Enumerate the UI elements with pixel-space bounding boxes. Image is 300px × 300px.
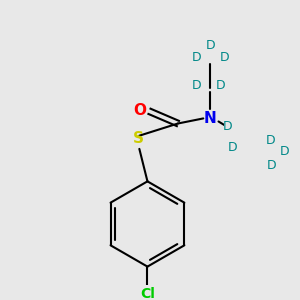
Text: O: O — [133, 103, 146, 118]
Text: D: D — [206, 39, 215, 52]
Text: D: D — [223, 120, 232, 133]
Text: D: D — [191, 80, 201, 92]
Text: D: D — [266, 159, 276, 172]
Text: D: D — [266, 134, 275, 147]
Text: D: D — [228, 141, 238, 154]
Text: D: D — [280, 146, 289, 158]
Text: D: D — [220, 51, 230, 64]
Text: D: D — [216, 80, 225, 92]
Text: Cl: Cl — [140, 287, 155, 300]
Text: N: N — [204, 111, 217, 126]
Text: S: S — [133, 131, 144, 146]
Text: D: D — [191, 51, 201, 64]
